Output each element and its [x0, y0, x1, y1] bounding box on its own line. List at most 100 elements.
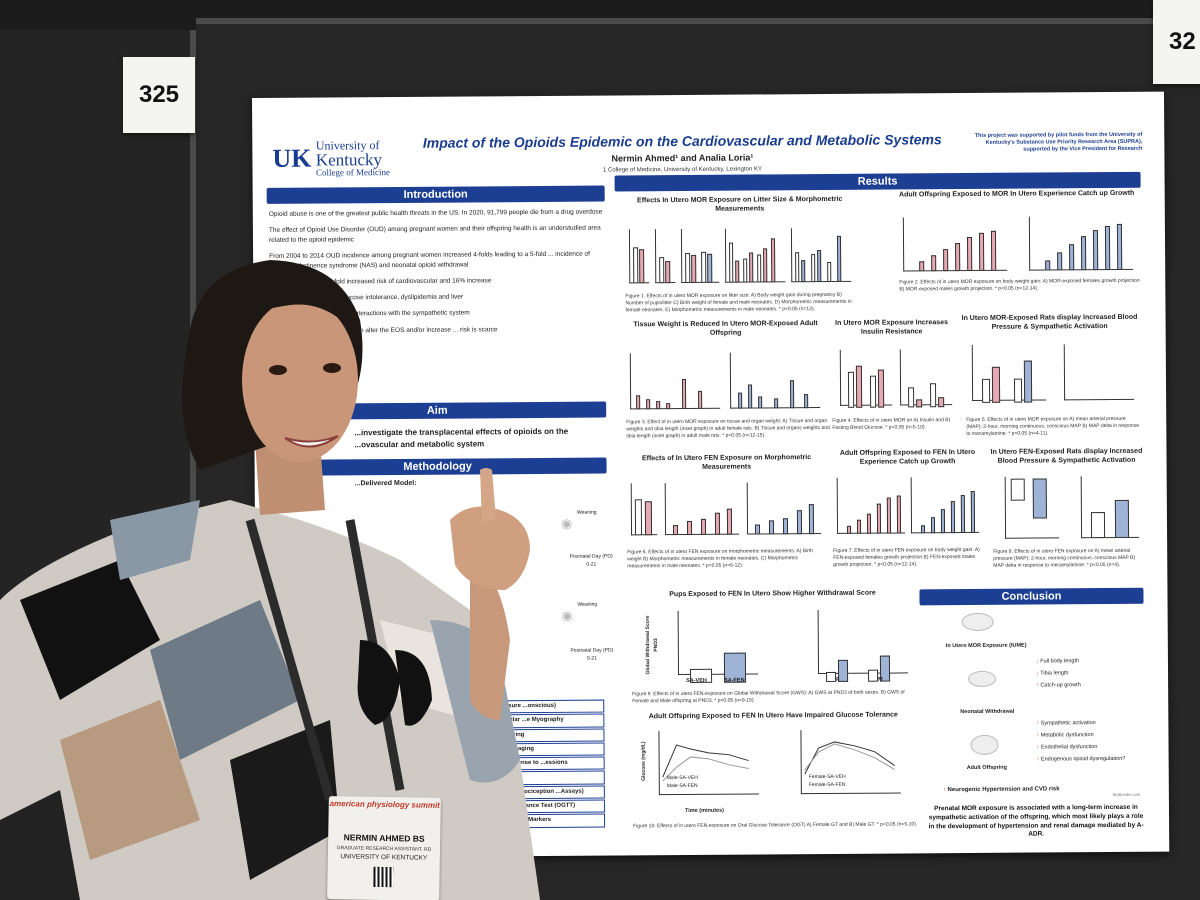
- figure-1-caption: Figure 1. Effects of in utero MOR exposu…: [625, 291, 852, 313]
- figure-9-title: Pups Exposed to FEN In Utero Show Higher…: [669, 589, 876, 599]
- rat-icon: [968, 670, 997, 688]
- conclusion-effect: ↑ Catch-up growth: [1036, 682, 1081, 689]
- conclusion-effect: ↑ Endogenous opioid dysregulation?: [1036, 755, 1126, 763]
- figure-7-charts: [833, 473, 983, 538]
- method-item: ...ance Imaging: [486, 742, 605, 757]
- results-header: Results: [614, 171, 1141, 192]
- figure-6-caption: Figure 6. Effects of in utero FEN exposu…: [627, 548, 814, 569]
- intro-paragraph: ...xposure to opioids in utero can alter…: [269, 325, 498, 335]
- intro-paragraph: The effect of Opioid Use Disorder (OUD) …: [268, 224, 601, 245]
- conclusion-effect: ↑ Endothelial dysfunction: [1036, 744, 1098, 751]
- figure-9-charts: Global Withdrawal Score PND3 SA-VEH SA-F…: [628, 605, 919, 687]
- poster-title: Impact of the Opioids Epidemic on the Ca…: [422, 131, 942, 151]
- conclusion-effect: ↑ Metabolic dysfunction: [1036, 732, 1094, 739]
- methods-list: ...Pressure ...onscious) ...Vascular ...…: [486, 699, 606, 829]
- figure-1-charts: [625, 220, 855, 288]
- x-label-sa-veh: SA-VEH: [686, 677, 707, 684]
- intro-paragraph: From 2004 to 2014 OUD incidence among pr…: [269, 250, 590, 271]
- figure-8-charts: [995, 472, 1143, 543]
- figure-7-title: Adult Offspring Exposed to FEN In Utero …: [839, 448, 976, 466]
- aim-header: Aim: [268, 401, 607, 420]
- rat-icon: ◉: [561, 607, 574, 623]
- x-label-sa-fen: SA-FEN: [724, 677, 745, 684]
- figure-4-caption: Figure 4. Effects of in utero MOR on A) …: [832, 417, 951, 431]
- introduction-header: Introduction: [266, 185, 605, 204]
- method-item: ...cose Tolerance Test (OGTT): [486, 799, 605, 814]
- university-name: University of Kentucky College of Medici…: [315, 138, 390, 178]
- rat-icon: [961, 612, 994, 632]
- time-axis-label: Time (minutes): [684, 807, 725, 814]
- conclusion-effect: ↑ Sympathetic activation: [1036, 720, 1096, 727]
- figure-8-caption: Figure 8. Effects of in utero FEN exposu…: [993, 547, 1136, 569]
- funding-note: This project was supported by pilot fund…: [974, 131, 1143, 153]
- poster-authors: Nermin Ahmed¹ and Analia Loria¹: [611, 152, 754, 164]
- badge-qr-code: [373, 866, 394, 888]
- university-line2: Kentucky: [315, 150, 383, 170]
- figure-8-title: In Utero FEN-Exposed Rats display Increa…: [990, 447, 1143, 465]
- figure-5-charts: [964, 340, 1140, 407]
- intro-paragraph: Opioid abuse is one of the greatest publ…: [268, 208, 603, 218]
- badge-organization: UNIVERSITY OF KENTUCKY: [340, 853, 428, 862]
- figure-6-title: Effects of In Utero FEN Exposure on Morp…: [641, 454, 812, 471]
- figure-4-charts: [834, 345, 954, 412]
- badge-role: GRADUATE RESEARCH ASSISTANT, RD: [336, 845, 432, 853]
- introduction-text: Opioid abuse is one of the greatest publ…: [269, 208, 606, 343]
- research-poster: UK University of Kentucky College of Med…: [252, 91, 1170, 858]
- glucose-curves: [662, 741, 895, 782]
- conclusion-stage-1: In Utero MOR Exposure (IUME): [945, 642, 1027, 650]
- intro-paragraph: ...tabolic-like phenotype, glucose intol…: [269, 293, 464, 303]
- x-label-m: M: [878, 676, 883, 683]
- college-name: College of Medicine: [315, 167, 390, 178]
- conclusion-summary: Prenatal MOR exposure is associated with…: [928, 803, 1144, 838]
- figure-9-caption: Figure 9. Effects of in utero FEN-exposu…: [632, 689, 905, 705]
- figure-4-title: In Utero MOR Exposure Increases Insulin …: [835, 319, 949, 336]
- legend-female-veh: Female-SA-VEH: [808, 773, 846, 781]
- figure-7-caption: Figure 7. Effects of in utero FEN exposu…: [833, 546, 980, 568]
- x-label-f: F: [836, 676, 840, 683]
- postnatal-label: Postnatal Day (PD) 0-21: [570, 647, 614, 662]
- intro-paragraph: ...ed with nearly a two-fold increased r…: [269, 277, 492, 287]
- method-item: ...Vascular ...e Myography: [486, 713, 605, 728]
- conclusion-outcome: ↑ Neurogenic Hypertension and CVD risk: [942, 786, 1060, 794]
- figure-2-title: Adult Offspring Exposed to MOR In Utero …: [899, 189, 1135, 199]
- figure-3-title: Tissue Weight is Reduced In Utero MOR-Ex…: [633, 320, 818, 337]
- conclusion-effect: ↓ Full body length: [1035, 658, 1080, 665]
- booth-number-card-right: 32: [1153, 0, 1200, 84]
- method-model-label: ...Delivered Model:: [354, 479, 417, 488]
- method-item: ...Pressure ...onscious): [486, 699, 605, 714]
- gws-axis-label: Global Withdrawal Score PND3: [644, 615, 659, 675]
- figure-2-charts: [899, 212, 1139, 276]
- legend-male-veh: Male-SA-VEH: [666, 774, 698, 782]
- rat-icon: ◉: [560, 515, 573, 531]
- legend-female-fen: Female-SA-FEN: [808, 781, 846, 789]
- name-badge: american physiology summit NERMIN AHMED …: [327, 796, 441, 900]
- figure-10-caption: Figure 10. Effects of in utero FEN-expos…: [633, 821, 918, 830]
- figure-2-caption: Figure 2. Effects of in utero MOR exposu…: [899, 277, 1140, 293]
- method-item: ...Testing (nociception ...Assays): [486, 785, 605, 800]
- weaning-label: Weaning: [576, 509, 597, 516]
- figure-5-caption: Figure 5. Effects of in utero MOR exposu…: [966, 415, 1140, 437]
- badge-event: american physiology summit: [329, 799, 440, 810]
- university-logo: UK University of Kentucky College of Med…: [272, 138, 402, 178]
- method-item: ...al Scoring: [486, 728, 605, 743]
- uk-logo-mark: UK: [272, 143, 312, 173]
- method-item: Biochemical Markers: [487, 813, 606, 829]
- weaning-label: Weaning: [577, 601, 598, 608]
- conclusion-header: Conclusion: [919, 587, 1144, 606]
- figure-5-title: In Utero MOR-Exposed Rats display Increa…: [961, 313, 1138, 331]
- postnatal-label: Postnatal Day (PD) 0-21: [569, 553, 613, 568]
- aim-text: ...investigate the transplacental effect…: [354, 426, 569, 450]
- methodology-header: Methodology: [268, 457, 607, 476]
- figure-1-title: Effects In Utero MOR Exposure on Litter …: [637, 195, 843, 213]
- legend-male-fen: Male-SA-FEN: [666, 782, 698, 790]
- booth-number-card-left: 325: [123, 57, 195, 133]
- conclusion-stage-3: Adult Offspring: [966, 764, 1008, 772]
- conclusion-effect: ↓ Tibia length: [1036, 670, 1069, 677]
- conclusion-stage-2: Neonatal Withdrawal: [960, 708, 1015, 716]
- figure-3-charts: [626, 346, 826, 413]
- method-item: ...lic Cages: [486, 771, 605, 786]
- method-item: ...in Response to ...essions: [486, 756, 605, 771]
- biorender-credit: BioRender.com: [1112, 791, 1141, 798]
- left-poster-board: [0, 30, 196, 900]
